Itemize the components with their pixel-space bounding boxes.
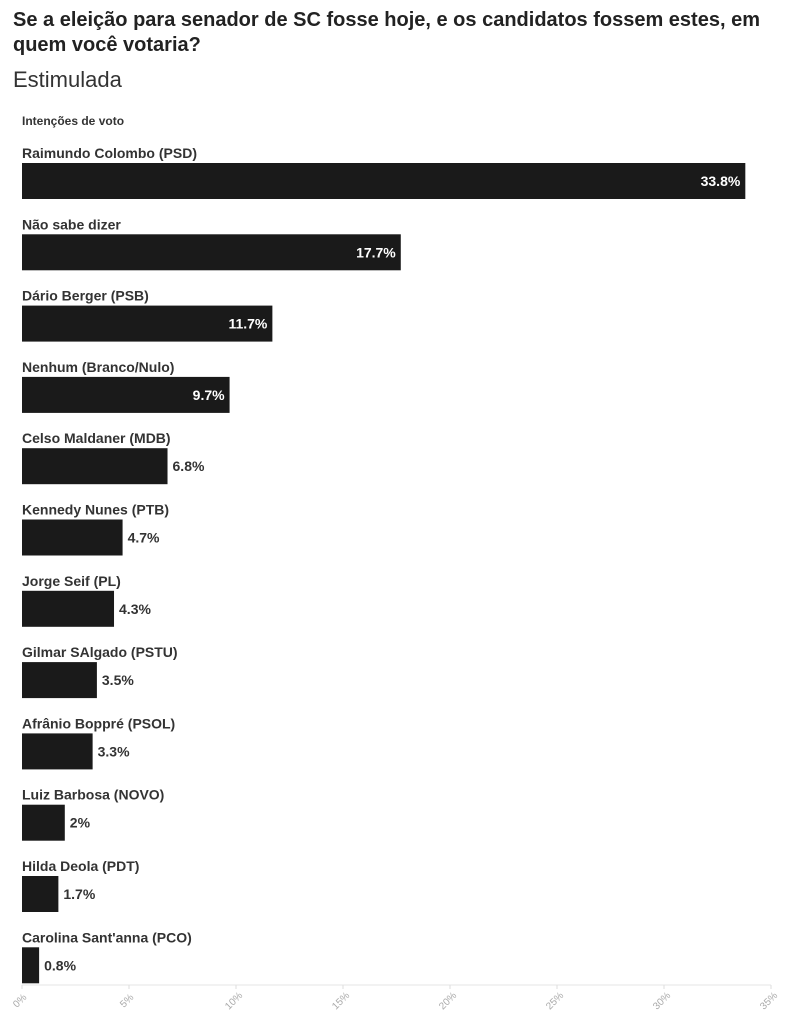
x-tick-label: 30% <box>651 990 673 1012</box>
value-label: 4.3% <box>119 601 151 617</box>
bar <box>22 733 93 770</box>
value-label: 0.8% <box>44 957 76 973</box>
bar <box>22 590 115 627</box>
category-label: Raimundo Colombo (PSD) <box>22 145 197 161</box>
bar <box>22 376 230 413</box>
x-tick-label: 10% <box>223 990 245 1012</box>
value-label: 17.7% <box>356 244 396 260</box>
value-label: 4.7% <box>128 530 160 546</box>
x-tick-label: 5% <box>118 992 136 1010</box>
bar <box>22 876 59 912</box>
bar <box>22 163 746 199</box>
value-label: 1.7% <box>63 886 95 902</box>
x-tick-label: 0% <box>11 992 29 1010</box>
legend-label: Intenções de voto <box>22 114 125 128</box>
value-label: 11.7% <box>228 316 267 332</box>
x-tick-label: 35% <box>758 990 780 1012</box>
category-label: Não sabe dizer <box>22 216 121 232</box>
category-label: Nenhum (Branco/Nulo) <box>22 359 174 375</box>
category-label: Carolina Sant'anna (PCO) <box>22 929 192 945</box>
category-label: Jorge Seif (PL) <box>22 573 121 589</box>
category-label: Afrânio Boppré (PSOL) <box>22 715 175 731</box>
bar <box>22 947 40 984</box>
value-label: 6.8% <box>173 458 205 474</box>
value-label: 3.5% <box>102 672 134 688</box>
category-label: Hilda Deola (PDT) <box>22 858 139 874</box>
value-label: 33.8% <box>701 173 741 189</box>
bar <box>22 804 65 841</box>
category-label: Celso Maldaner (MDB) <box>22 430 171 446</box>
category-label: Luiz Barbosa (NOVO) <box>22 787 164 803</box>
value-label: 2% <box>70 815 91 831</box>
bar <box>22 305 273 342</box>
bar <box>22 662 97 699</box>
x-tick-label: 15% <box>330 990 352 1012</box>
bar <box>22 519 123 556</box>
category-label: Kennedy Nunes (PTB) <box>22 502 169 518</box>
category-label: Gilmar SAlgado (PSTU) <box>22 644 178 660</box>
chart-title: Se a eleição para senador de SC fosse ho… <box>13 9 760 56</box>
value-label: 9.7% <box>193 387 225 403</box>
chart-subtitle: Estimulada <box>13 67 122 92</box>
x-tick-label: 25% <box>544 990 566 1012</box>
value-label: 3.3% <box>98 743 130 759</box>
bar <box>22 234 401 271</box>
bar <box>22 448 168 485</box>
category-label: Dário Berger (PSB) <box>22 288 149 304</box>
x-tick-label: 20% <box>437 990 459 1012</box>
